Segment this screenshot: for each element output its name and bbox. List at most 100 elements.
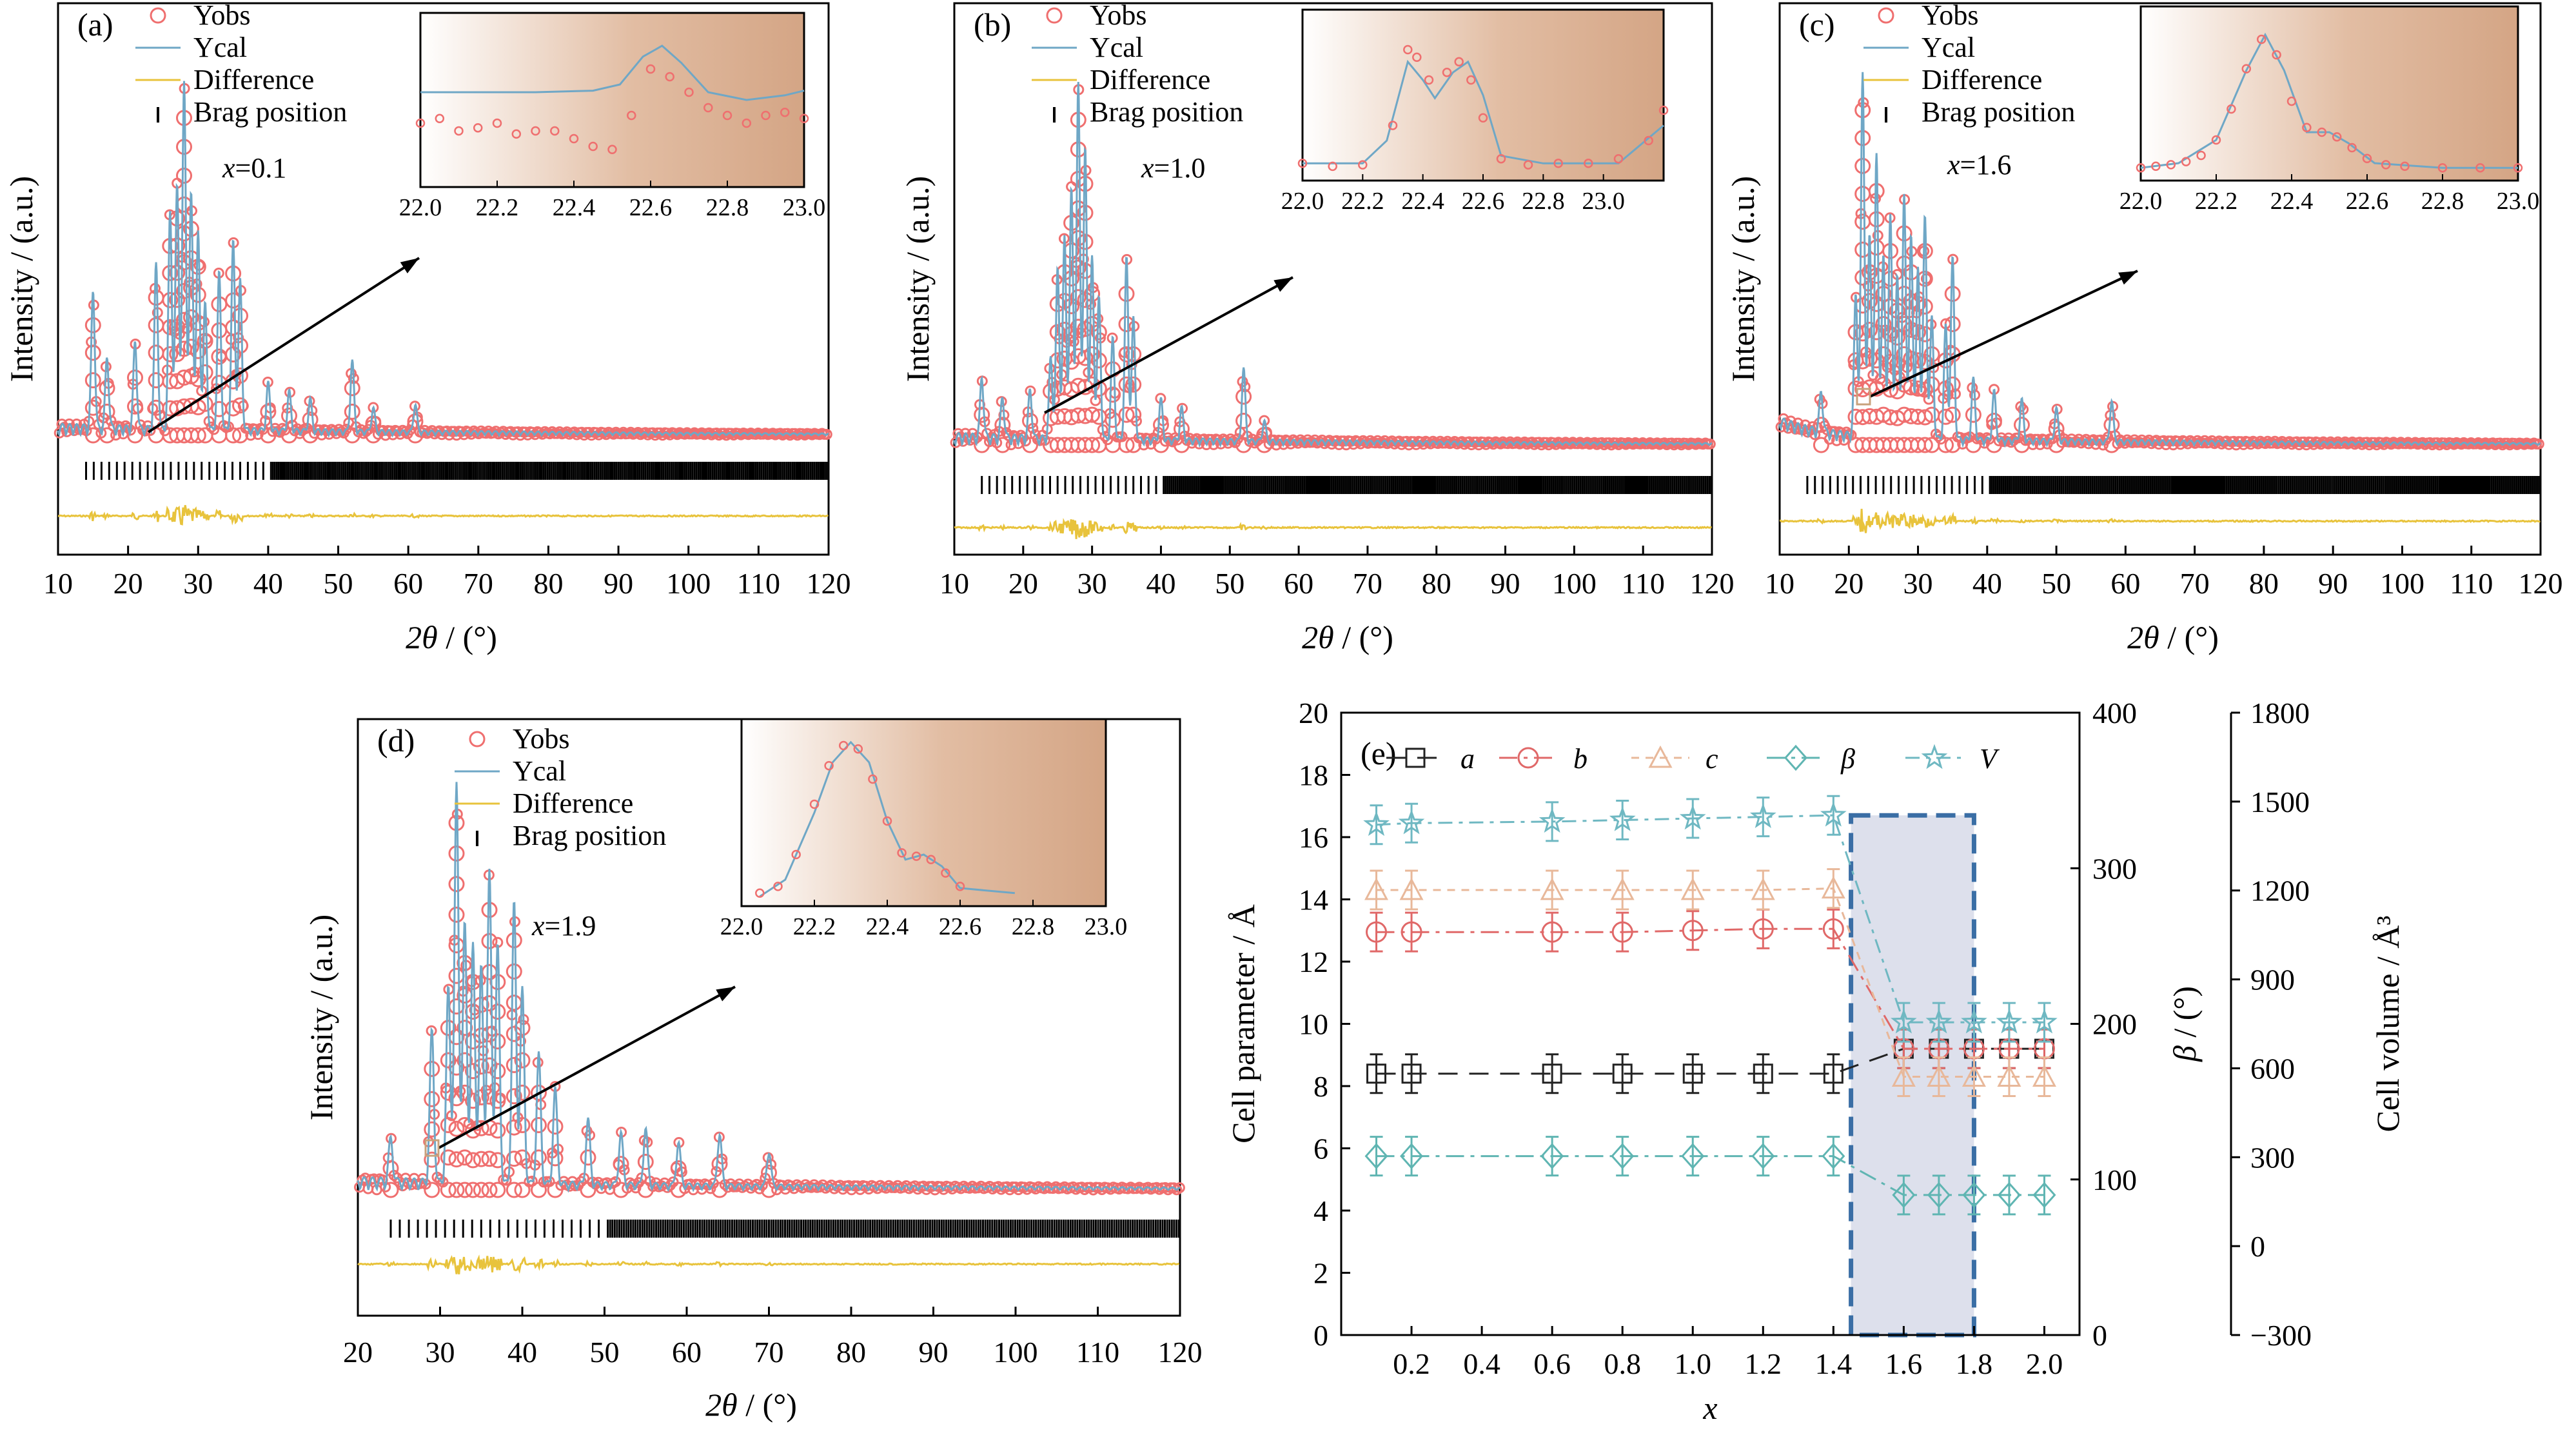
- yobs-point: [457, 1149, 473, 1166]
- yobs-point: [1854, 241, 1871, 258]
- ycal-line: [1778, 72, 2541, 448]
- panel-label: (d): [377, 722, 415, 758]
- volume-tick-label: 1200: [2250, 875, 2310, 907]
- yobs-point: [1084, 286, 1101, 302]
- data-point: [1820, 801, 1847, 827]
- x-tick-label: 50: [1215, 567, 1244, 600]
- x-tick-label: 90: [2318, 567, 2348, 600]
- yobs-point: [637, 1182, 654, 1198]
- data-point: [1682, 920, 1704, 942]
- inset-yobs-point: [703, 103, 713, 113]
- data-point: [1540, 877, 1564, 900]
- yobs-point: [1022, 437, 1038, 453]
- yobs-point: [1235, 413, 1252, 429]
- yobs-point: [994, 437, 1011, 453]
- series-c: [1364, 868, 2056, 1098]
- yobs-point: [481, 1057, 498, 1074]
- inset-yobs-point: [799, 114, 809, 124]
- yobs-point: [440, 1020, 457, 1036]
- yobs-point: [232, 367, 248, 384]
- inset-yobs-point: [2332, 132, 2342, 142]
- x-tick-label: 30: [426, 1336, 455, 1369]
- yobs-point: [382, 1160, 399, 1176]
- data-point: [1364, 1143, 1388, 1169]
- yobs-point: [1944, 316, 1961, 332]
- volume-tick-label: 300: [2250, 1141, 2295, 1174]
- yobs-point: [232, 308, 248, 324]
- yobs-point: [1916, 409, 1933, 426]
- data-point: [1398, 809, 1425, 835]
- yobs-point: [84, 399, 101, 416]
- yobs-point: [1916, 437, 1933, 453]
- inset-yobs-point: [435, 114, 445, 124]
- inset-tick-label: 23.0: [1582, 188, 1625, 215]
- inset-yobs-point: [2196, 150, 2206, 161]
- yobs-point: [1910, 352, 1926, 369]
- yobs-point: [506, 963, 522, 980]
- yobs-point: [490, 426, 502, 437]
- yobs-point: [600, 429, 612, 440]
- data-point: [1961, 1064, 1986, 1087]
- yobs-point: [211, 322, 228, 339]
- inset-yobs-point: [2211, 135, 2221, 145]
- yobs-point: [407, 413, 424, 430]
- yobs-point: [448, 967, 465, 984]
- yobs-point: [465, 1182, 481, 1198]
- data-point: [1366, 921, 1388, 943]
- legend-yobs-marker: [150, 7, 166, 24]
- yobs-point: [531, 1084, 547, 1101]
- yobs-point: [448, 937, 465, 954]
- data-point: [1611, 921, 1633, 943]
- yobs-point: [457, 1117, 473, 1133]
- yobs-point: [473, 1182, 489, 1198]
- yobs-point: [1862, 321, 1878, 338]
- yobs-point: [2339, 436, 2351, 448]
- yobs-point: [99, 380, 115, 397]
- yobs-point: [1174, 437, 1190, 453]
- x-tick-label: 100: [1552, 567, 1597, 600]
- yobs-point: [2276, 436, 2288, 447]
- yobs-point: [382, 1182, 399, 1198]
- inset-ycal-line: [1303, 59, 1664, 164]
- lattice-panel: (e) 0 2 4 6 8 10 12 14 16 18 20 0.2 0.4 0.6 0.8 1.0 1.2 1.…: [1225, 697, 2406, 1426]
- data-point: [1891, 1064, 1916, 1087]
- yobs-point: [1254, 433, 1265, 445]
- inset: 22.0 22.2 22.4 22.6 22.8 23.0: [399, 12, 825, 221]
- inset-yobs-point: [722, 110, 732, 121]
- legend-label: b: [1573, 743, 1588, 775]
- data-point: [1679, 804, 1706, 830]
- yobs-point: [281, 427, 297, 444]
- yobs-point: [1077, 204, 1094, 221]
- data-point: [1784, 744, 1808, 771]
- inset-yobs-point: [645, 64, 656, 74]
- yobs-point: [506, 1119, 522, 1136]
- x-tick-label: 80: [836, 1336, 866, 1369]
- yobs-point: [547, 1150, 564, 1167]
- data-point: [1609, 806, 1636, 831]
- inset-yobs-point: [2381, 160, 2391, 170]
- yobs-point: [489, 1033, 506, 1050]
- inset-tick-label: 22.2: [2195, 188, 2238, 215]
- inset: 22.0 22.2 22.4 22.6 22.8 23.0: [720, 718, 1128, 940]
- yobs-point: [1889, 329, 1905, 346]
- yobs-point: [1889, 302, 1905, 319]
- inset-yobs-point: [1328, 161, 1337, 172]
- inset-tick-label: 23.0: [1085, 913, 1128, 940]
- yobs-point: [365, 415, 382, 432]
- xrd-panel-2: (b) Intensity / (a.u.) 2θ / (°) 10 20 30 40 50 6…: [900, 0, 1735, 655]
- legend-difference: Difference: [513, 787, 633, 819]
- yobs-point: [1916, 298, 1933, 315]
- legend-label: c: [1706, 743, 1718, 775]
- zoom-arrowhead: [1273, 277, 1293, 292]
- yobs-point: [225, 265, 242, 282]
- inset-yobs-point: [2151, 161, 2161, 172]
- yobs-series: [1775, 97, 2544, 453]
- x-tick-label: 20: [113, 567, 143, 600]
- data-point: [1891, 1008, 1917, 1034]
- y-tick-label: 0: [1313, 1319, 1328, 1352]
- yobs-point: [529, 429, 541, 440]
- yobs-point: [448, 876, 465, 893]
- yobs-point: [190, 286, 206, 303]
- yobs-point: [506, 1182, 522, 1198]
